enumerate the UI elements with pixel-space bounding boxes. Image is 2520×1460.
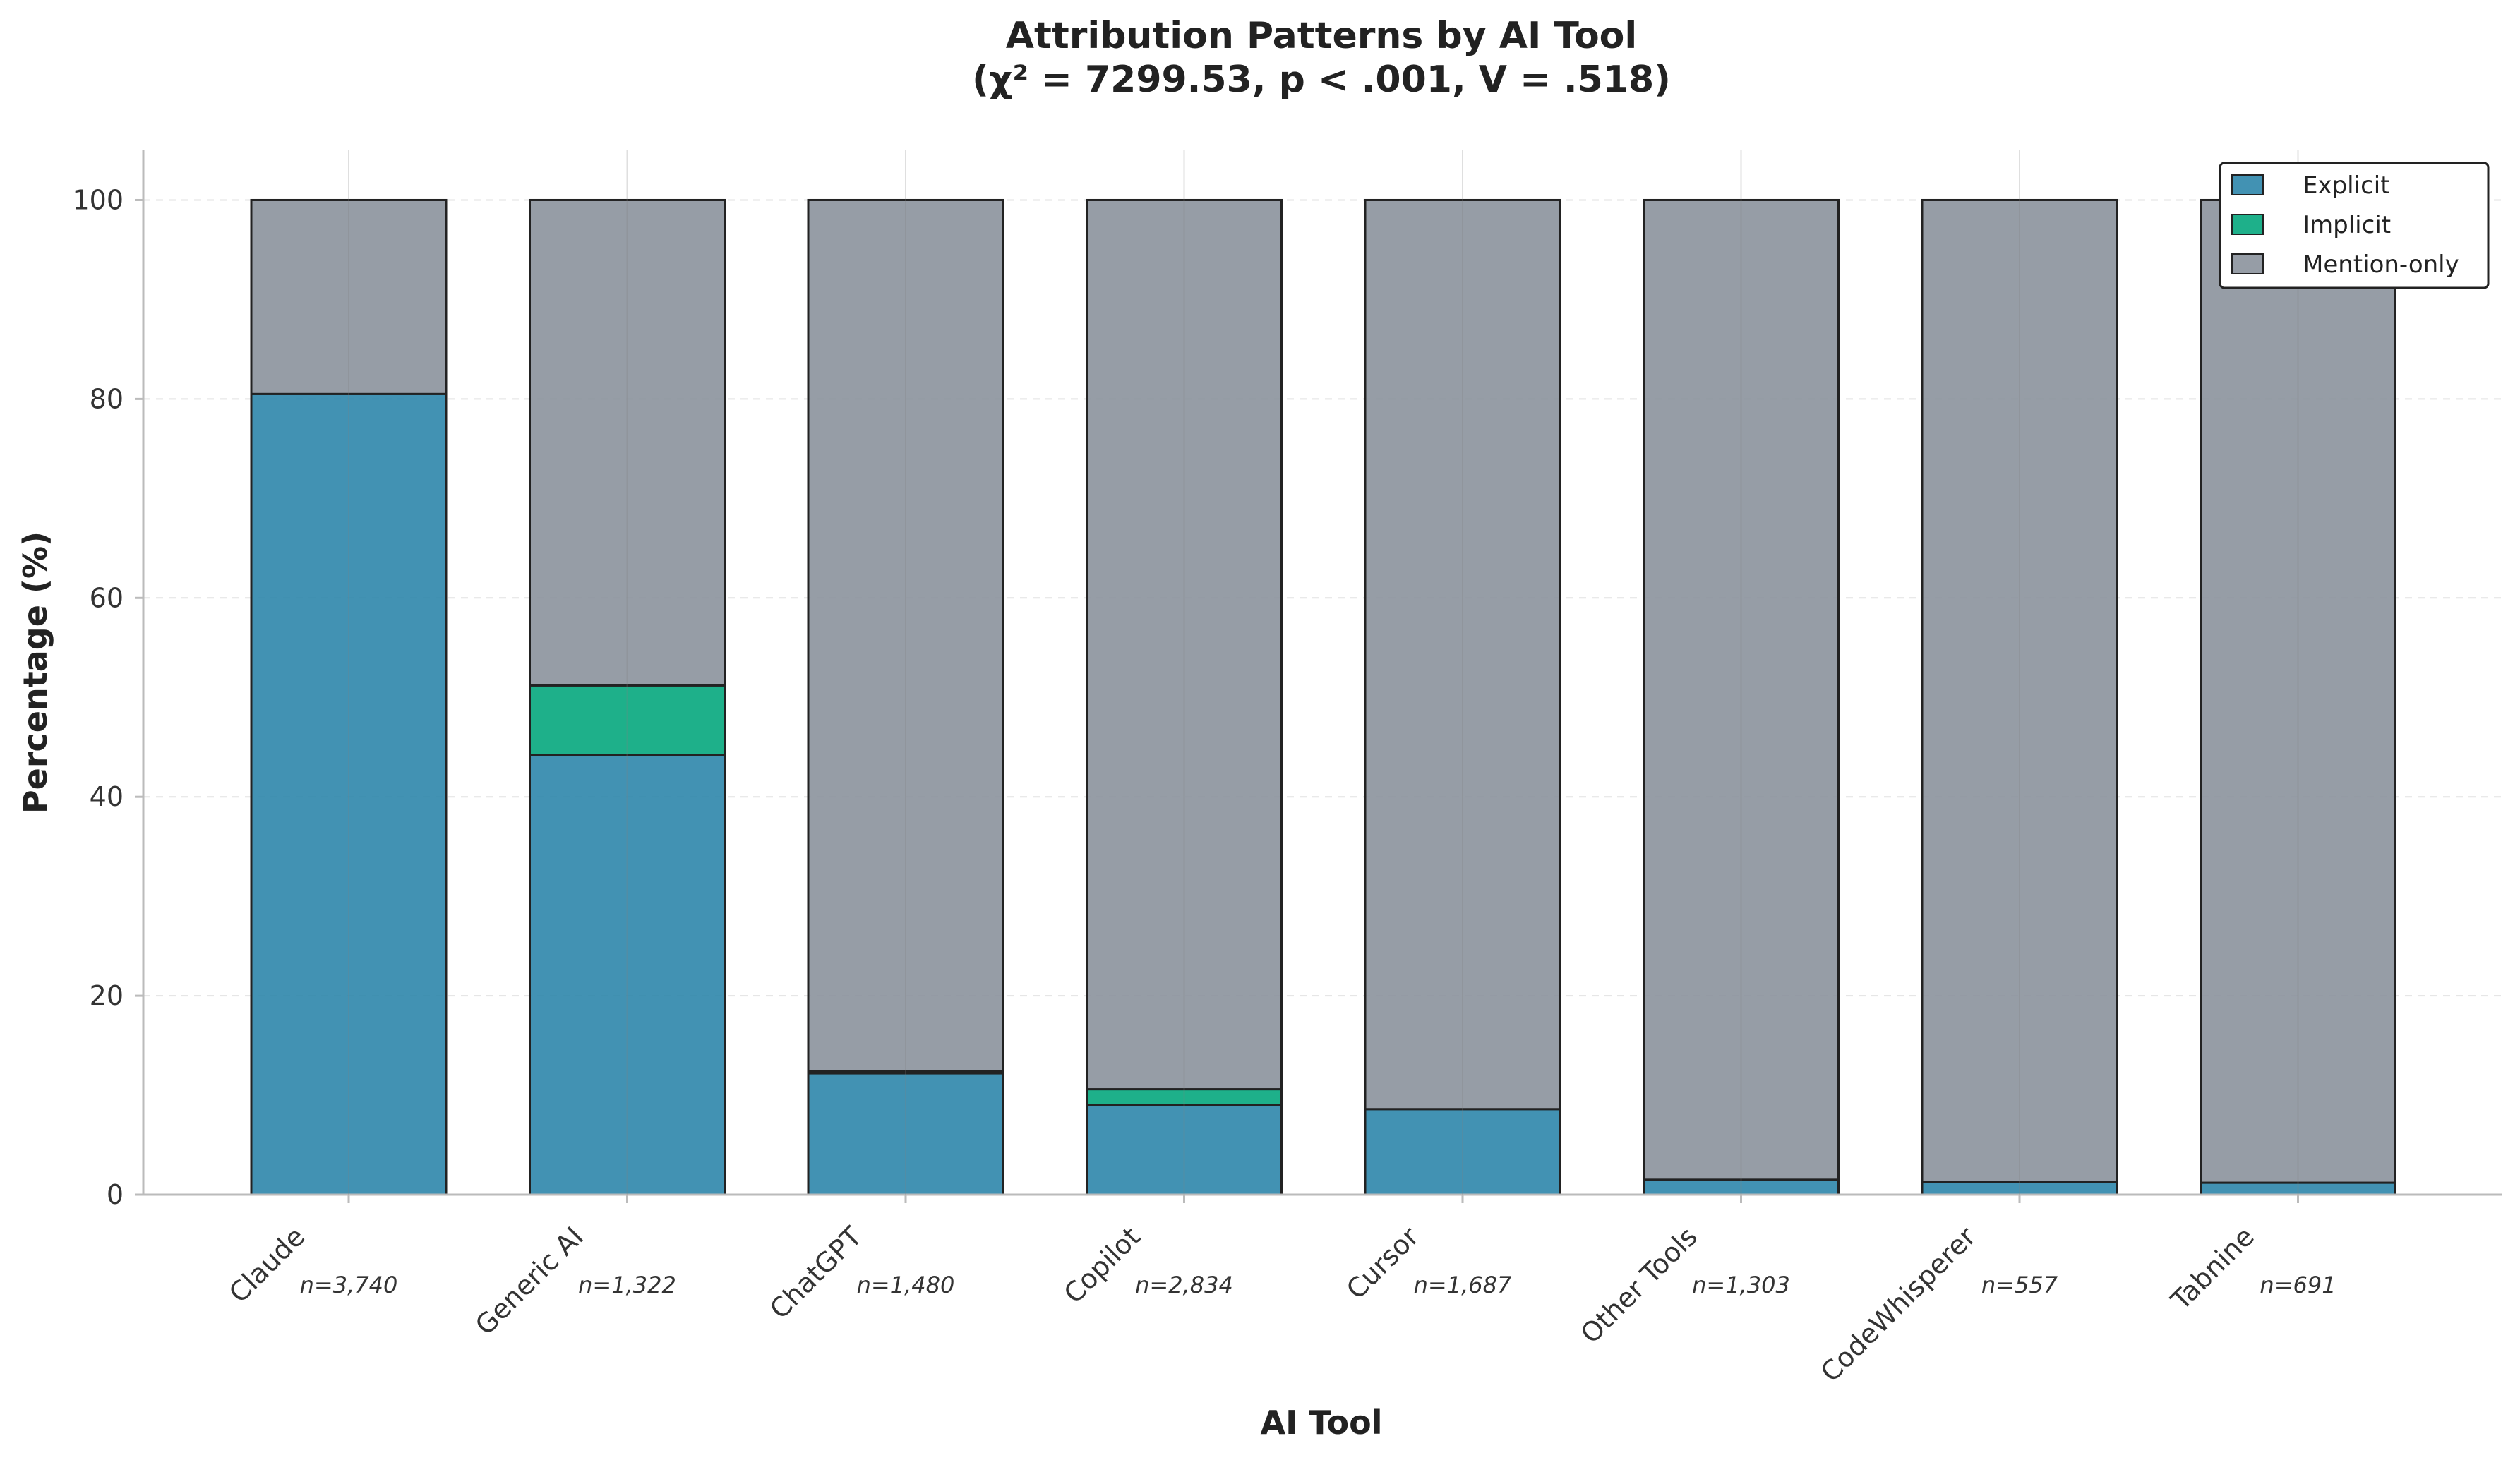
chart-title: Attribution Patterns by AI Tool [1006, 15, 1637, 57]
legend-box [2219, 162, 2490, 289]
bar-tabnine-mention-only [2200, 198, 2396, 1184]
bar-chatgpt-mention-only [807, 198, 1004, 1073]
x-tick-label-claude: Claude [223, 1221, 311, 1308]
y-tick-label: 100 [72, 184, 124, 215]
x-tick-label-chatgpt: ChatGPT [764, 1221, 868, 1325]
bar-claude-mention-only [250, 198, 448, 395]
y-tick-label: 80 [90, 383, 124, 414]
legend-label-explicit: Explicit [2303, 171, 2390, 200]
bar-cursor-mention-only [1364, 198, 1561, 1111]
sample-size-claude: n=3,740 [300, 1272, 398, 1298]
y-ticks: 0 20 40 60 80 100 [72, 184, 143, 1210]
x-tick-label-other-tools: Other Tools [1575, 1221, 1703, 1349]
bars-layer [250, 198, 2396, 1196]
sample-size-copilot: n=2,834 [1135, 1272, 1233, 1298]
sample-size-cursor: n=1,687 [1414, 1272, 1512, 1298]
x-tick-label-cursor: Cursor [1340, 1221, 1425, 1305]
bar-cursor-explicit [1364, 1108, 1561, 1196]
legend-swatch-implicit [2231, 214, 2264, 235]
sample-size-chatgpt: n=1,480 [857, 1272, 955, 1298]
sample-size-generic-ai: n=1,322 [578, 1272, 676, 1298]
x-tick-label-copilot: Copilot [1058, 1221, 1146, 1309]
bar-copilot-mention-only [1086, 198, 1283, 1091]
y-axis-label: Percentage (%) [16, 531, 54, 814]
y-tick-label: 20 [90, 980, 124, 1011]
legend-swatch-explicit [2231, 174, 2264, 195]
x-tick-label-codewhisperer: CodeWhisperer [1815, 1221, 1982, 1388]
bar-generic-ai-mention-only [529, 198, 726, 687]
legend: Explicit Implicit Mention-only [2219, 162, 2490, 289]
bar-codewhisperer-mention-only [1921, 198, 2118, 1183]
legend-label-implicit: Implicit [2303, 211, 2391, 239]
bar-copilot-explicit [1086, 1104, 1283, 1196]
x-axis-label: AI Tool [1261, 1404, 1383, 1442]
chart-subtitle: (χ² = 7299.53, p < .001, V = .518) [972, 59, 1671, 101]
x-tick-label-generic-ai: Generic AI [469, 1221, 589, 1341]
sample-size-codewhisperer: n=557 [1981, 1272, 2058, 1298]
y-tick-label: 40 [90, 781, 124, 812]
bar-other-tools-mention-only [1643, 198, 1840, 1181]
y-tick-label: 0 [107, 1179, 124, 1210]
grid-layer [143, 199, 2502, 1195]
legend-label-mention-only: Mention-only [2303, 251, 2459, 279]
bar-chatgpt-explicit [807, 1072, 1004, 1196]
sample-size-tabnine: n=691 [2260, 1272, 2336, 1298]
sample-size-other-tools: n=1,303 [1692, 1272, 1790, 1298]
x-tick-label-tabnine: Tabnine [2164, 1221, 2260, 1316]
y-tick-label: 60 [90, 582, 124, 613]
bar-claude-explicit [250, 392, 448, 1196]
bar-generic-ai-implicit [529, 684, 726, 756]
legend-swatch-mention-only [2231, 253, 2264, 274]
